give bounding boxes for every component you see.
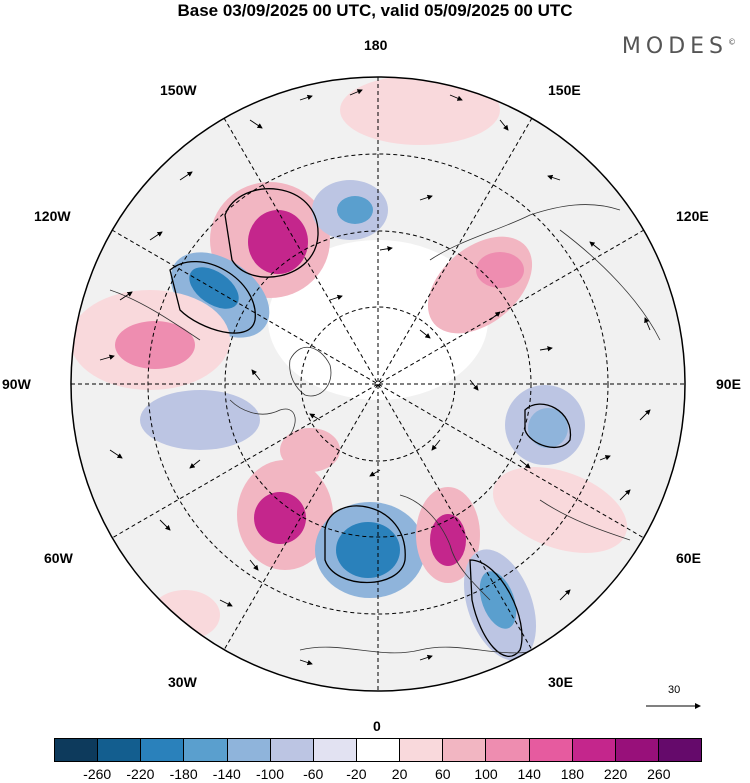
positive-anomaly-russia [492,467,628,553]
colorbar-tick-label: 180 [560,766,585,782]
colorbar-swatch [98,739,142,761]
colorbar-tick-label: -220 [126,766,155,782]
colorbar-swatch [400,739,444,761]
colorbar-swatch [658,739,702,761]
lon-label-top-left: 150W [160,82,197,98]
colorbar-swatch [227,739,271,761]
colorbar-swatch [529,739,573,761]
map-border [70,76,686,692]
lon-label-lower-right: 60E [676,550,701,566]
colorbar-tick-label: 140 [517,766,541,782]
positive-anomaly-greenland [280,428,340,472]
brand-logo: MODES© [621,34,736,59]
coastlines [109,204,661,654]
colorbar-tick-label: 20 [391,766,408,782]
colorbar-tick-label: -100 [255,766,285,782]
colorbar-swatch [572,739,616,761]
colorbar-tick-label: -140 [212,766,241,782]
colorbar-tick-label: 100 [474,766,498,782]
colorbar-swatch [141,739,185,761]
colorbar-tick-label: -180 [169,766,198,782]
lon-label-lower-left: 60W [44,550,73,566]
graticule [71,77,685,691]
colorbar-swatch [443,739,487,761]
lon-label-top: 180 [364,37,388,53]
anomaly-field [71,77,628,661]
lon-label-upper-left: 120W [34,208,71,224]
lon-label-left: 90W [2,376,31,392]
colorbar-tick-label: 260 [647,766,671,782]
colorbar-tick-label: -60 [303,766,324,782]
lon-label-bottom-left: 30W [168,674,197,690]
colorbar-swatch [270,739,314,761]
lon-label-upper-right: 120E [676,208,709,224]
colorbar-tick-label: -20 [346,766,367,782]
lon-label-bottom-right: 30E [548,674,573,690]
colorbar-ticks: -260 -220 -180 -140 -100 -60 -20 20 60 100 140 180 2… [54,766,702,782]
colorbar-swatch [356,739,401,761]
colorbar-swatch [55,739,99,761]
contours [169,188,572,657]
colorbar-swatch [615,739,659,761]
lon-label-right: 90E [716,376,741,392]
neutral-area [268,240,488,400]
colorbar-tick-label: -260 [83,766,112,782]
chart-title: Base 03/09/2025 00 UTC, valid 05/09/2025… [177,1,573,20]
colorbar-tick-label: 60 [435,766,451,782]
colorbar-swatch [184,739,228,761]
colorbar-swatch [486,739,530,761]
wind-vectors [99,89,651,666]
wind-scale-label: 30 [668,684,681,696]
colorbar-swatch [313,739,357,761]
brand-mark: © [728,37,736,47]
lon-label-top-right: 150E [548,82,581,98]
lon-label-bottom: 0 [373,718,381,734]
colorbar [54,738,702,762]
colorbar-tick-label: 220 [603,766,628,782]
